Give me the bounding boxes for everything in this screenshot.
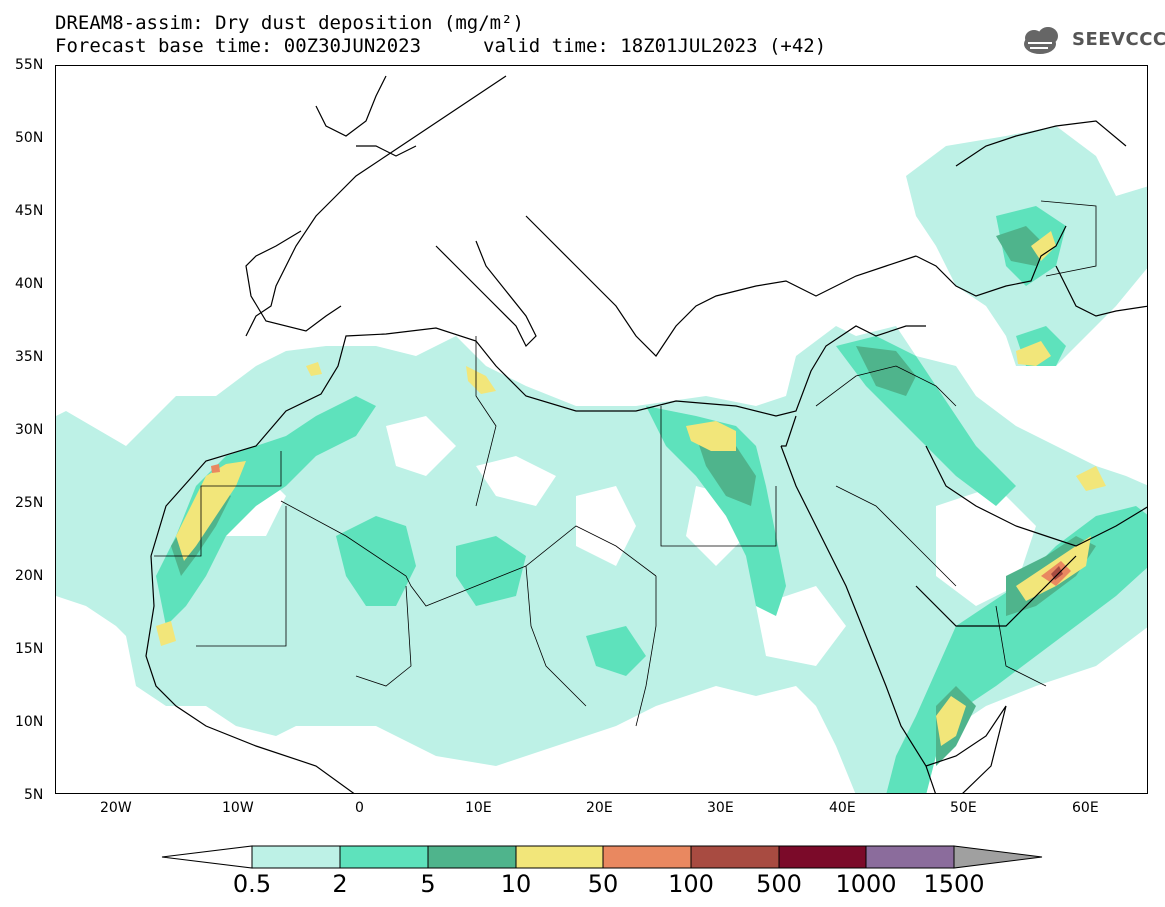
colorbar-label: 0.5: [232, 870, 272, 898]
colorbar-swatch: [515, 845, 604, 869]
lat-label: 25N: [15, 495, 44, 511]
lon-label: 10E: [465, 800, 492, 816]
dust-level-very-high: [1051, 566, 1063, 580]
lat-label: 45N: [15, 203, 44, 219]
lon-label: 40E: [829, 800, 856, 816]
forecast-base-time: Forecast base time: 00Z30JUN2023: [55, 35, 422, 57]
colorbar-swatch: [778, 845, 867, 869]
lon-label: 20W: [100, 800, 132, 816]
colorbar-under-arrow: [161, 845, 253, 869]
colorbar-label: 50: [587, 870, 619, 898]
colorbar-over-arrow: [953, 845, 1043, 869]
lat-label: 5N: [24, 787, 44, 803]
colorbar-label: 1000: [835, 870, 897, 898]
logo-text: SEEVCCC: [1072, 29, 1165, 50]
lon-label: 60E: [1072, 800, 1099, 816]
lon-label: 10W: [222, 800, 254, 816]
cloud-icon: [1024, 27, 1058, 54]
colorbar-swatch: [427, 845, 517, 869]
country-borders: [154, 200, 1097, 727]
coastlines: [145, 75, 1147, 793]
colorbar-label: 1500: [923, 870, 985, 898]
lat-label: 30N: [15, 422, 44, 438]
colorbar-label: 500: [756, 870, 802, 898]
lat-label: 40N: [15, 276, 44, 292]
colorbar-label: 100: [668, 870, 714, 898]
lon-label: 0: [355, 800, 364, 816]
colorbar-swatch: [690, 845, 780, 869]
map-title: DREAM8-assim: Dry dust deposition (mg/m²…: [55, 12, 524, 34]
lon-label: 30E: [707, 800, 734, 816]
colorbar: [161, 845, 1043, 869]
colorbar-label: 10: [500, 870, 532, 898]
lat-label: 20N: [15, 568, 44, 584]
lon-label: 20E: [586, 800, 613, 816]
lon-label: 50E: [950, 800, 977, 816]
colorbar-swatch: [251, 845, 341, 869]
colorbar-label: 5: [420, 870, 436, 898]
colorbar-swatch: [339, 845, 429, 869]
lat-label: 55N: [15, 57, 44, 73]
lat-label: 10N: [15, 714, 44, 730]
colorbar-swatch: [865, 845, 955, 869]
colorbar-swatch: [602, 845, 692, 869]
lat-label: 50N: [15, 130, 44, 146]
dust-deposition-map: [55, 65, 1148, 794]
colorbar-label: 2: [332, 870, 348, 898]
valid-time: valid time: 18Z01JUL2023 (+42): [483, 35, 827, 57]
lat-label: 15N: [15, 641, 44, 657]
lat-label: 35N: [15, 349, 44, 365]
